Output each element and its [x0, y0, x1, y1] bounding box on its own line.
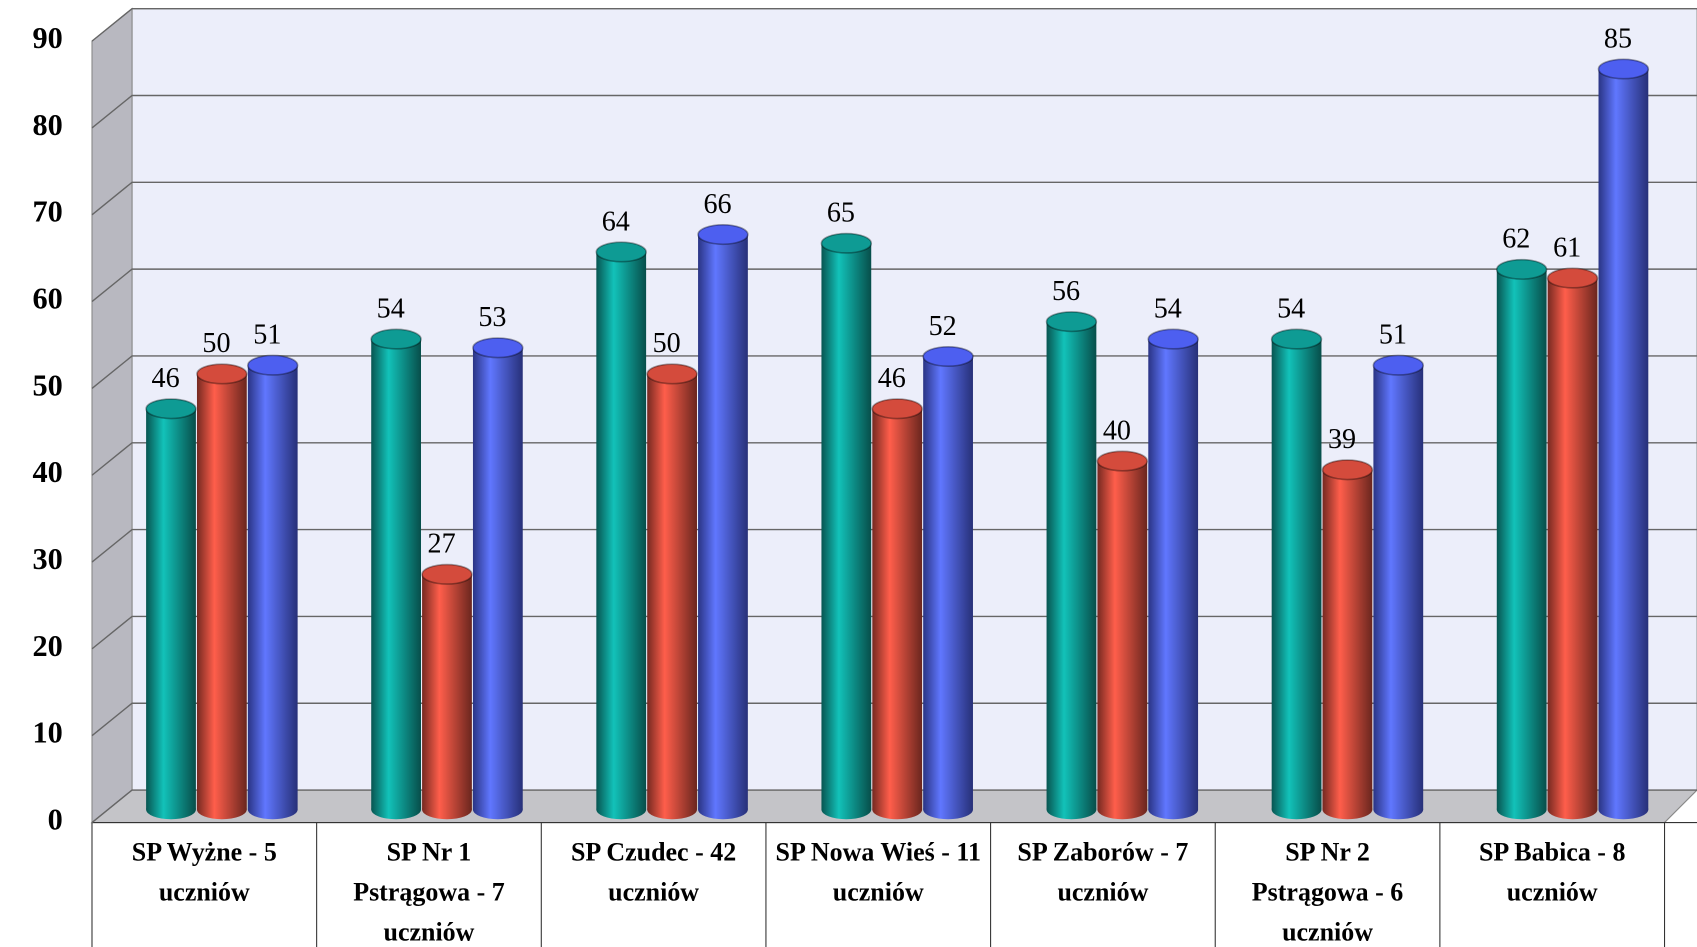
- x-tick-label: SP Czudec - 42 uczniów: [570, 838, 737, 907]
- grid-line: [91, 94, 1697, 129]
- value-label: 52: [929, 311, 957, 342]
- value-label: 27: [428, 529, 456, 560]
- y-tick-label: 30: [32, 542, 62, 576]
- grid-line: [91, 181, 1697, 216]
- value-label: 65: [827, 198, 855, 229]
- bar: [1495, 258, 1548, 820]
- x-tick-label: SP Babica - 8 uczniów: [1478, 838, 1626, 907]
- x-tick-label-box: SP Nowa Wieś - 11 uczniów: [775, 838, 981, 907]
- bar: [1096, 450, 1149, 820]
- bar: [1546, 267, 1599, 820]
- y-tick-label: 90: [32, 21, 62, 55]
- y-tick-label: 10: [32, 716, 62, 750]
- bar: [820, 232, 873, 820]
- y-tick-label: 80: [32, 108, 62, 142]
- x-tick-label-box: SP Czudec - 42 uczniów: [570, 838, 737, 907]
- x-tick-label-box: SP Zaborów - 7 uczniów: [1017, 838, 1189, 907]
- bar: [145, 398, 197, 820]
- bar: [922, 345, 974, 820]
- bar: [370, 328, 422, 820]
- x-tick-label-box: SP Babica - 8 uczniów: [1478, 838, 1626, 907]
- y-tick-label: 0: [48, 802, 63, 836]
- value-label: 51: [1379, 320, 1407, 351]
- x-tick-label: SP Zaborów - 7 uczniów: [1017, 838, 1189, 907]
- bar: [697, 223, 749, 820]
- value-label: 39: [1328, 424, 1356, 455]
- left-wall: [91, 7, 133, 824]
- x-tick-label: SP Nowa Wieś - 11 uczniów: [775, 838, 981, 907]
- bar: [1321, 459, 1374, 820]
- x-tick-label: SP Wyżne - 5 uczniów: [131, 838, 277, 907]
- x-tick-label: SP Nr 1 Pstrągowa - 7 uczniów: [353, 838, 505, 947]
- value-label: 46: [878, 363, 906, 394]
- bar: [196, 363, 248, 820]
- value-label: 50: [653, 328, 681, 359]
- value-label: 54: [377, 293, 405, 324]
- bar: [247, 354, 299, 820]
- value-label: 56: [1052, 276, 1080, 307]
- value-label: 64: [602, 206, 630, 237]
- bar: [421, 563, 473, 820]
- grid-line: [91, 268, 1697, 303]
- value-label: 54: [1277, 293, 1305, 324]
- y-tick-label: 50: [32, 368, 62, 402]
- grid-line: [91, 7, 1697, 42]
- x-tick-label: SP Nr 2 Pstrągowa - 6 uczniów: [1251, 838, 1404, 947]
- value-label: 50: [202, 328, 230, 359]
- value-label: 46: [152, 363, 180, 394]
- bar: [1045, 311, 1098, 820]
- bar: [472, 337, 524, 820]
- value-label: 62: [1502, 224, 1530, 255]
- bar: [1147, 328, 1199, 820]
- y-tick-label: 40: [32, 455, 62, 489]
- x-tick-label-box: SP Nr 1 Pstrągowa - 7 uczniów: [353, 838, 505, 947]
- value-label: 53: [478, 302, 506, 333]
- bar: [646, 363, 698, 820]
- bar: [871, 398, 923, 820]
- value-label: 54: [1154, 293, 1182, 324]
- value-label: 40: [1103, 415, 1131, 446]
- x-tick-label-box: SP Wyżne - 5 uczniów: [131, 838, 277, 907]
- value-label: 66: [703, 189, 731, 220]
- bar: [595, 241, 647, 820]
- value-label: 51: [253, 320, 281, 351]
- y-tick-label: 60: [32, 282, 62, 316]
- x-tick-label-box: SP Nr 2 Pstrągowa - 6 uczniów: [1251, 838, 1404, 947]
- value-label: 85: [1604, 23, 1632, 54]
- y-tick-label: 70: [32, 195, 62, 229]
- bar: [1597, 58, 1650, 820]
- value-label: 61: [1553, 232, 1581, 263]
- bar: [1270, 328, 1323, 820]
- bar: [1372, 354, 1424, 820]
- y-tick-label: 20: [32, 629, 62, 663]
